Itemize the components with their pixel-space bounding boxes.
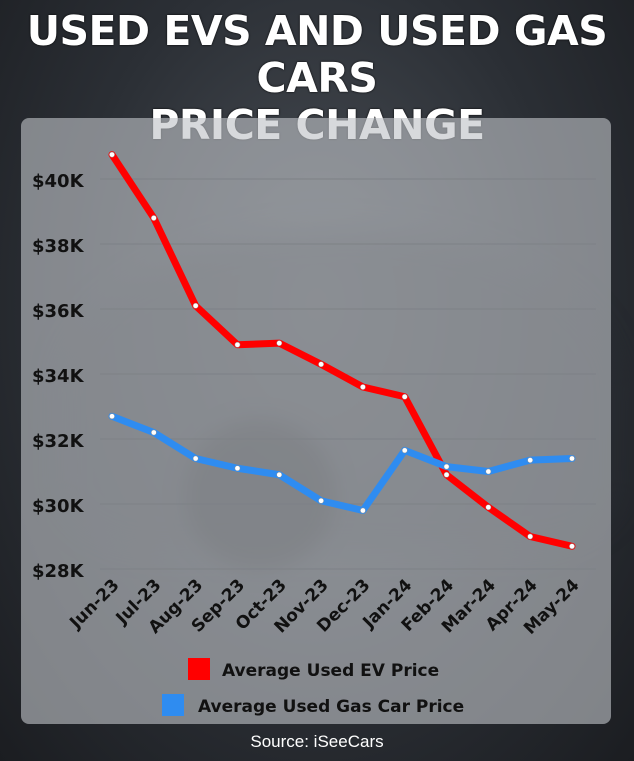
data-point [276, 471, 283, 478]
data-point [569, 543, 575, 550]
y-tick-label: $40K [32, 171, 85, 192]
y-tick-label: $30K [32, 496, 85, 517]
data-point [360, 384, 366, 390]
legend-label: Average Used EV Price [222, 661, 439, 681]
series-line-gas [108, 412, 576, 514]
data-point [485, 504, 492, 511]
data-point [150, 429, 157, 436]
grid-lines [100, 178, 596, 570]
x-axis-tick-labels: Jun-23Jul-23Aug-23Sep-23Oct-23Nov-23Dec-… [65, 575, 583, 639]
data-point [150, 215, 157, 221]
data-point [318, 497, 324, 504]
y-tick-label: $34K [32, 366, 85, 387]
data-point [443, 463, 450, 470]
data-point [401, 447, 408, 454]
data-point [401, 393, 408, 400]
y-tick-label: $32K [32, 431, 85, 452]
y-tick-label: $38K [32, 236, 85, 257]
data-point [109, 151, 115, 158]
legend-swatch [188, 658, 210, 680]
data-point [485, 468, 492, 475]
legend-swatch [162, 694, 184, 716]
data-point [527, 533, 534, 540]
series-lines [108, 151, 576, 550]
legend: Average Used EV Price Average Used Gas Ca… [162, 658, 464, 717]
legend-label: Average Used Gas Car Price [198, 697, 464, 717]
data-point [318, 361, 324, 368]
y-tick-label: $28K [32, 561, 85, 582]
data-point [443, 471, 450, 478]
x-tick-label: Jun-23 [65, 575, 123, 633]
data-point [192, 455, 199, 462]
data-point [234, 341, 241, 348]
source-credit: Source: iSeeCars [250, 732, 384, 751]
series-line-ev [108, 151, 576, 550]
data-point [527, 457, 534, 463]
y-tick-label: $36K [32, 301, 85, 322]
y-axis-tick-labels: $40K $38K $36K $34K $32K $30K $28K [32, 171, 85, 582]
title-line-1: USED EVS AND USED GAS CARS [26, 7, 608, 102]
data-point [109, 413, 115, 420]
data-point [569, 455, 575, 462]
data-point [192, 302, 199, 309]
data-point [360, 507, 366, 514]
data-point [234, 465, 241, 472]
data-point [276, 340, 283, 346]
